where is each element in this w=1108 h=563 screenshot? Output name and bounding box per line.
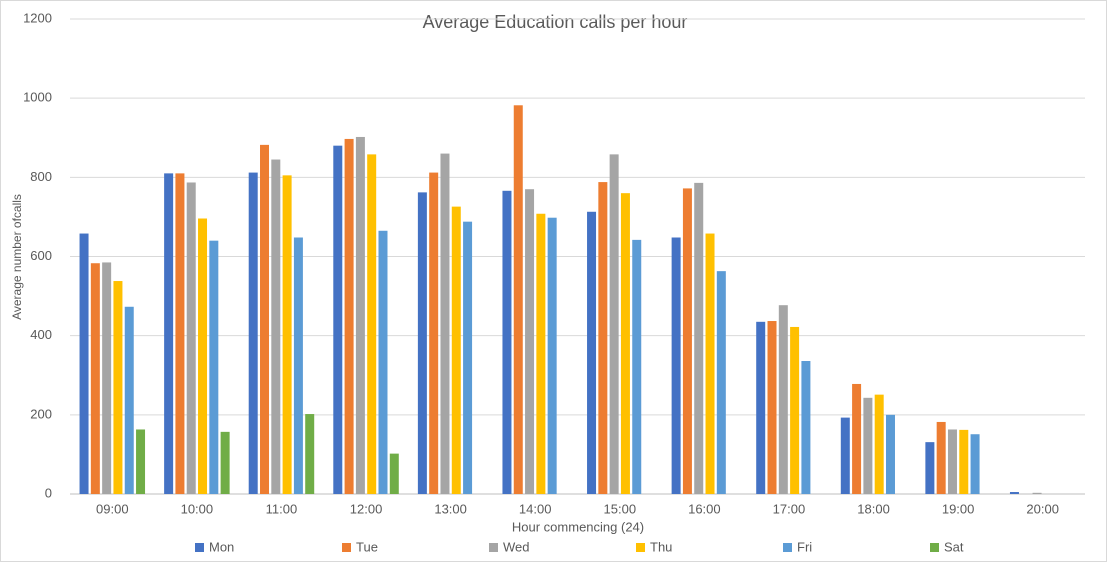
bar <box>502 190 512 494</box>
bar <box>970 434 980 494</box>
bar <box>209 240 219 494</box>
bar <box>344 138 354 494</box>
bar <box>852 383 862 494</box>
x-tick-label: 19:00 <box>942 501 975 516</box>
bar <box>694 182 704 494</box>
x-tick-label: 17:00 <box>773 501 806 516</box>
bar <box>305 414 315 494</box>
bar <box>136 429 146 494</box>
bar <box>102 262 112 494</box>
bar <box>587 211 597 495</box>
bar <box>260 144 270 494</box>
bar <box>632 239 642 494</box>
legend-swatch <box>195 543 204 552</box>
bar <box>198 218 208 494</box>
bar <box>429 172 439 495</box>
bar <box>756 321 766 494</box>
y-axis-label: Average number ofcalls <box>10 194 24 320</box>
x-tick-label: 09:00 <box>96 501 129 516</box>
x-tick-label: 10:00 <box>181 501 214 516</box>
legend-swatch <box>342 543 351 552</box>
bar <box>620 193 630 494</box>
bar <box>451 206 461 494</box>
x-tick-label: 11:00 <box>266 501 298 516</box>
bar <box>463 221 473 494</box>
bar <box>271 159 281 495</box>
bar <box>248 172 258 495</box>
bar <box>1032 492 1042 494</box>
legend-label: Wed <box>503 539 530 554</box>
bar <box>124 306 134 494</box>
bar <box>547 217 557 495</box>
legend-swatch <box>636 543 645 552</box>
bar <box>367 154 377 494</box>
legend-label: Mon <box>209 539 234 554</box>
bar <box>705 233 715 494</box>
bar <box>863 397 873 494</box>
bar <box>220 431 230 494</box>
bar <box>90 263 100 494</box>
bar <box>947 429 957 494</box>
y-tick-label: 400 <box>30 327 52 342</box>
legend-label: Fri <box>797 539 812 554</box>
x-tick-label: 14:00 <box>519 501 552 516</box>
x-axis-label: Hour commencing (24) <box>512 519 644 534</box>
bar <box>874 394 884 494</box>
bar <box>333 145 343 494</box>
bar <box>378 230 388 495</box>
legend-swatch <box>783 543 792 552</box>
y-tick-label: 1000 <box>23 90 52 105</box>
bar <box>840 417 850 494</box>
y-tick-label: 600 <box>30 248 52 263</box>
x-tick-label: 13:00 <box>434 501 467 516</box>
x-tick-label: 12:00 <box>350 501 383 516</box>
bar <box>282 175 292 494</box>
bar <box>164 173 174 494</box>
legend-swatch <box>930 543 939 552</box>
y-tick-label: 0 <box>45 485 52 500</box>
bar <box>389 453 399 494</box>
bar <box>801 361 811 494</box>
bar <box>440 153 450 495</box>
x-tick-label: 16:00 <box>688 501 721 516</box>
bar <box>417 192 427 494</box>
legend-label: Sat <box>944 539 964 554</box>
legend-label: Thu <box>650 539 672 554</box>
bar <box>682 188 692 494</box>
x-tick-label: 18:00 <box>857 501 890 516</box>
bar <box>925 442 935 494</box>
bar <box>767 321 777 494</box>
bar <box>936 421 946 494</box>
bar <box>79 233 89 494</box>
bar <box>778 305 788 494</box>
bar <box>113 281 123 494</box>
y-tick-label: 800 <box>30 169 52 184</box>
y-tick-label: 200 <box>30 406 52 421</box>
bar <box>598 182 608 495</box>
bar <box>671 237 681 494</box>
bar <box>959 429 969 494</box>
chart-title: Average Education calls per hour <box>423 12 688 32</box>
y-tick-label: 1200 <box>23 10 52 25</box>
bar <box>293 237 303 494</box>
legend-swatch <box>489 543 498 552</box>
bar <box>186 182 196 494</box>
x-tick-label: 15:00 <box>604 501 637 516</box>
bar <box>536 213 546 494</box>
bar <box>525 189 535 495</box>
bar <box>355 136 365 495</box>
bar <box>1009 492 1019 494</box>
bar <box>609 154 619 494</box>
bar <box>885 414 895 494</box>
x-tick-label: 20:00 <box>1026 501 1059 516</box>
bar <box>175 173 185 494</box>
bar <box>513 105 523 495</box>
bar <box>716 271 726 494</box>
bar <box>790 326 800 494</box>
legend-label: Tue <box>356 539 378 554</box>
